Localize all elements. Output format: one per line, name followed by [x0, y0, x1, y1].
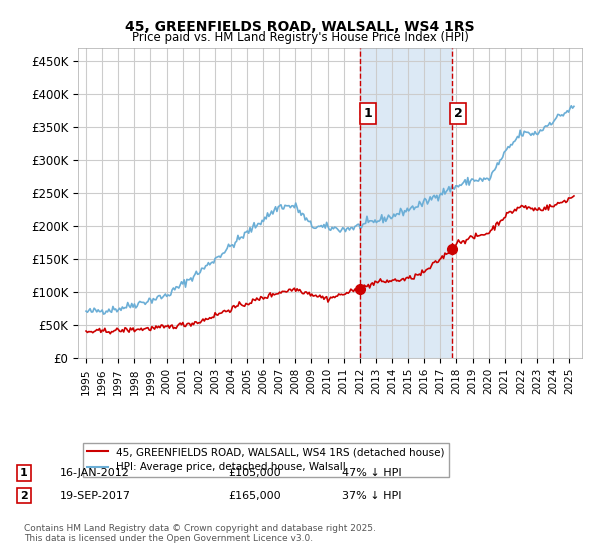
Bar	[361, 48, 452, 358]
Text: 1: 1	[20, 468, 28, 478]
Text: 19-SEP-2017: 19-SEP-2017	[60, 491, 131, 501]
Text: Price paid vs. HM Land Registry's House Price Index (HPI): Price paid vs. HM Land Registry's House …	[131, 31, 469, 44]
Text: £165,000: £165,000	[228, 491, 281, 501]
Text: Contains HM Land Registry data © Crown copyright and database right 2025.
This d: Contains HM Land Registry data © Crown c…	[24, 524, 376, 543]
Text: £105,000: £105,000	[228, 468, 281, 478]
Legend: 45, GREENFIELDS ROAD, WALSALL, WS4 1RS (detached house), HPI: Average price, det: 45, GREENFIELDS ROAD, WALSALL, WS4 1RS (…	[83, 443, 449, 477]
Text: 2: 2	[20, 491, 28, 501]
Text: 45, GREENFIELDS ROAD, WALSALL, WS4 1RS: 45, GREENFIELDS ROAD, WALSALL, WS4 1RS	[125, 20, 475, 34]
Text: 2: 2	[454, 107, 463, 120]
Text: 16-JAN-2012: 16-JAN-2012	[60, 468, 130, 478]
Text: 1: 1	[364, 107, 372, 120]
Text: 37% ↓ HPI: 37% ↓ HPI	[342, 491, 401, 501]
Text: 47% ↓ HPI: 47% ↓ HPI	[342, 468, 401, 478]
